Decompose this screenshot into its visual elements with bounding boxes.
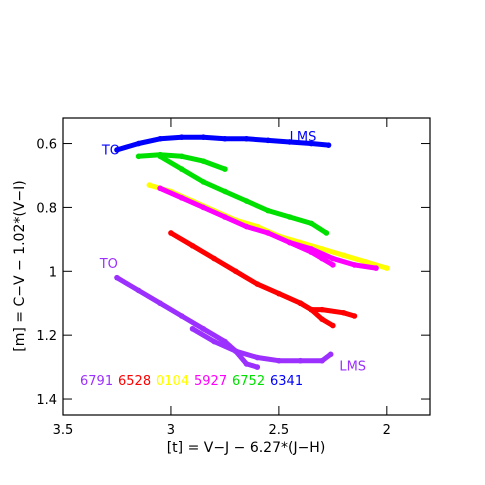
data-point-6341 [286,139,293,145]
annotation-lms: LMS [290,130,317,145]
data-point-6752 [222,188,228,195]
data-point-6341 [243,135,250,142]
data-point-6528 [330,322,336,329]
data-point-0104 [384,265,390,271]
legend: 6791 6528 0104 5927 6752 6341 [80,374,303,389]
plot-frame [62,117,431,416]
data-point-0104 [146,182,153,188]
data-point-6791 [189,325,196,332]
data-point-6528 [211,255,217,262]
data-point-6528 [297,300,304,307]
legend-item-6752: 6752 [232,374,265,389]
annotation-to: TO [101,144,120,159]
data-point-6341 [308,140,315,147]
data-point-6791 [243,361,250,367]
data-point-6341 [114,147,120,153]
data-point-6791 [319,357,325,364]
data-point-5927 [373,265,379,271]
data-point-6791 [157,300,163,307]
data-point-6752 [222,166,228,172]
x-tick-label: 3 [167,423,175,438]
data-point-6791 [232,348,239,354]
data-point-6791 [254,364,261,370]
y-axis-label: [m] = C−V − 1.02*(V−I) [12,180,28,351]
data-point-6528 [351,313,358,319]
series-line-5927 [287,240,336,268]
series-line-6528 [168,230,336,329]
data-point-6791 [327,351,334,358]
data-point-6791 [114,274,120,281]
data-point-6341 [178,134,185,140]
data-point-6341 [265,137,271,144]
data-point-6752 [157,153,163,160]
data-point-6752 [265,207,271,214]
data-point-0104 [340,252,347,259]
series-layer [114,134,390,370]
data-point-5927 [319,255,325,262]
x-axis-label: [t] = V−J − 6.27*(J−H) [167,440,326,456]
data-point-6752 [243,198,250,204]
data-point-6528 [168,230,174,236]
data-point-6528 [340,310,347,316]
data-point-6528 [189,242,196,249]
data-point-6752 [135,153,142,160]
y-tick-label: 1 [49,265,57,280]
data-point-6791 [135,287,142,294]
data-point-6791 [254,354,261,361]
data-point-6528 [254,281,261,287]
data-point-6341 [325,142,332,148]
annotation-lms: LMS [339,359,366,374]
series-line-6791 [190,326,334,364]
data-point-5927 [157,185,163,192]
data-point-6341 [135,140,142,147]
data-point-5927 [243,223,250,230]
data-point-6791 [297,357,304,364]
data-point-0104 [362,258,369,265]
legend-item-6528: 6528 [118,374,151,389]
data-point-5927 [200,204,207,211]
x-tick-label: 2 [383,423,391,438]
data-point-6341 [200,134,207,140]
data-point-6752 [200,158,207,164]
data-point-5927 [265,230,271,236]
data-point-6791 [178,313,185,319]
legend-item-5927: 5927 [194,374,227,389]
data-point-6528 [319,316,325,322]
data-point-6752 [200,179,207,185]
y-tick-label: 1.2 [36,329,57,344]
data-point-6341 [222,135,228,142]
data-point-6752 [308,220,315,227]
data-point-5927 [308,249,315,255]
axis-ticks: 3.5 3 2.5 2 0.6 0.8 1 1.2 1.4 [36,118,430,438]
data-point-5927 [286,239,293,246]
annotation-to: TO [99,257,118,272]
data-point-5927 [330,255,336,262]
data-point-5927 [330,262,336,268]
x-tick-label: 2.5 [269,423,290,438]
data-point-6752 [178,166,185,172]
data-point-6791 [276,357,282,364]
data-point-6752 [178,153,185,160]
data-point-6341 [157,135,163,142]
data-point-6528 [276,290,282,297]
data-point-6791 [211,338,217,345]
data-point-6528 [308,306,315,313]
data-point-5927 [351,262,358,268]
legend-item-6791: 6791 [80,374,113,389]
y-tick-label: 0.6 [36,138,57,153]
x-tick-label: 3.5 [53,423,74,438]
data-point-5927 [178,195,185,201]
data-point-6528 [319,306,325,313]
y-tick-label: 0.8 [36,201,57,216]
data-point-6791 [200,325,207,332]
annotations: TO LMS TO LMS [99,130,366,374]
data-point-6528 [232,268,239,275]
legend-item-0104: 0104 [156,374,189,389]
data-point-6752 [286,214,293,220]
legend-item-6341: 6341 [270,374,303,389]
data-point-6752 [323,230,330,236]
y-tick-label: 1.4 [36,393,57,408]
data-point-5927 [222,214,228,220]
